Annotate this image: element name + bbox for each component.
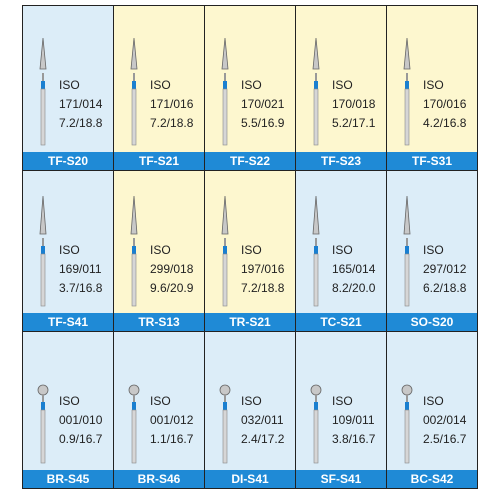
spec-code: 171/016 bbox=[150, 97, 194, 111]
bur-icon bbox=[128, 384, 140, 464]
bur-icon bbox=[130, 195, 138, 307]
spec-code: 170/021 bbox=[241, 97, 285, 111]
bur-icon bbox=[312, 37, 320, 146]
bur-icon bbox=[403, 37, 411, 146]
spec-iso: ISO bbox=[241, 243, 262, 257]
spec-code: 299/018 bbox=[150, 262, 194, 276]
spec-iso: ISO bbox=[150, 243, 171, 257]
spec-size: 7.2/18.8 bbox=[241, 281, 285, 295]
product-cell: ISO 299/018 9.6/20.9 TR-S13 bbox=[113, 170, 205, 332]
product-label: TR-S21 bbox=[205, 313, 295, 331]
spec-iso: ISO bbox=[332, 243, 353, 257]
spec-code: 001/010 bbox=[59, 413, 103, 427]
product-label: TF-S20 bbox=[23, 152, 113, 170]
spec-size: 6.2/18.8 bbox=[423, 281, 467, 295]
spec-size: 2.5/16.7 bbox=[423, 432, 467, 446]
product-label: SO-S20 bbox=[387, 313, 477, 331]
spec-iso: ISO bbox=[150, 394, 171, 408]
product-cell: ISO 171/016 7.2/18.8 TF-S21 bbox=[113, 5, 205, 171]
spec-size: 5.5/16.9 bbox=[241, 116, 285, 130]
spec-iso: ISO bbox=[59, 243, 80, 257]
bur-icon bbox=[401, 384, 413, 464]
spec-code: 165/014 bbox=[332, 262, 376, 276]
product-cell: ISO 002/014 2.5/16.7 BC-S42 bbox=[386, 331, 478, 489]
product-label: TF-S22 bbox=[205, 152, 295, 170]
spec-code: 001/012 bbox=[150, 413, 194, 427]
bur-icon bbox=[39, 195, 47, 307]
product-cell: ISO 297/012 6.2/18.8 SO-S20 bbox=[386, 170, 478, 332]
spec-size: 1.1/16.7 bbox=[150, 432, 194, 446]
product-label: TF-S41 bbox=[23, 313, 113, 331]
spec-size: 7.2/18.8 bbox=[59, 116, 103, 130]
spec-size: 9.6/20.9 bbox=[150, 281, 194, 295]
product-label: TR-S13 bbox=[114, 313, 204, 331]
spec-code: 171/014 bbox=[59, 97, 103, 111]
spec-size: 4.2/16.8 bbox=[423, 116, 467, 130]
spec-code: 169/011 bbox=[59, 262, 102, 276]
spec-iso: ISO bbox=[59, 78, 80, 92]
bur-icon bbox=[39, 37, 47, 146]
product-label: TF-S31 bbox=[387, 152, 477, 170]
spec-iso: ISO bbox=[332, 78, 353, 92]
spec-iso: ISO bbox=[332, 394, 353, 408]
bur-icon bbox=[130, 37, 138, 146]
product-cell: ISO 170/021 5.5/16.9 TF-S22 bbox=[204, 5, 296, 171]
spec-iso: ISO bbox=[423, 78, 444, 92]
spec-size: 3.8/16.7 bbox=[332, 432, 376, 446]
bur-icon bbox=[37, 384, 49, 464]
spec-size: 7.2/18.8 bbox=[150, 116, 194, 130]
spec-size: 5.2/17.1 bbox=[332, 116, 376, 130]
product-cell: ISO 197/016 7.2/18.8 TR-S21 bbox=[204, 170, 296, 332]
product-label: BR-S46 bbox=[114, 470, 204, 488]
spec-code: 002/014 bbox=[423, 413, 467, 427]
product-cell: ISO 001/012 1.1/16.7 BR-S46 bbox=[113, 331, 205, 489]
bur-icon bbox=[310, 384, 322, 464]
bur-icon bbox=[221, 195, 229, 307]
spec-size: 0.9/16.7 bbox=[59, 432, 103, 446]
spec-iso: ISO bbox=[423, 243, 444, 257]
product-label: BC-S42 bbox=[387, 470, 477, 488]
spec-code: 170/016 bbox=[423, 97, 467, 111]
product-cell: ISO 169/011 3.7/16.8 TF-S41 bbox=[22, 170, 114, 332]
spec-size: 3.7/16.8 bbox=[59, 281, 103, 295]
spec-code: 297/012 bbox=[423, 262, 467, 276]
spec-iso: ISO bbox=[150, 78, 171, 92]
spec-size: 2.4/17.2 bbox=[241, 432, 285, 446]
bur-icon bbox=[312, 195, 320, 307]
bur-icon bbox=[219, 384, 231, 464]
product-label: TC-S21 bbox=[296, 313, 386, 331]
product-label: TF-S23 bbox=[296, 152, 386, 170]
bur-icon bbox=[403, 195, 411, 307]
bur-icon bbox=[221, 37, 229, 146]
product-cell: ISO 165/014 8.2/20.0 TC-S21 bbox=[295, 170, 387, 332]
product-label: TF-S21 bbox=[114, 152, 204, 170]
product-cell: ISO 109/011 3.8/16.7 SF-S41 bbox=[295, 331, 387, 489]
product-cell: ISO 032/011 2.4/17.2 DI-S41 bbox=[204, 331, 296, 489]
spec-iso: ISO bbox=[241, 394, 262, 408]
spec-code: 197/016 bbox=[241, 262, 285, 276]
spec-iso: ISO bbox=[423, 394, 444, 408]
spec-iso: ISO bbox=[241, 78, 262, 92]
product-cell: ISO 170/018 5.2/17.1 TF-S23 bbox=[295, 5, 387, 171]
spec-code: 109/011 bbox=[332, 413, 375, 427]
product-cell: ISO 170/016 4.2/16.8 TF-S31 bbox=[386, 5, 478, 171]
spec-code: 032/011 bbox=[241, 413, 284, 427]
product-label: SF-S41 bbox=[296, 470, 386, 488]
spec-iso: ISO bbox=[59, 394, 80, 408]
product-cell: ISO 171/014 7.2/18.8 TF-S20 bbox=[22, 5, 114, 171]
product-label: BR-S45 bbox=[23, 470, 113, 488]
product-cell: ISO 001/010 0.9/16.7 BR-S45 bbox=[22, 331, 114, 489]
product-label: DI-S41 bbox=[205, 470, 295, 488]
spec-code: 170/018 bbox=[332, 97, 376, 111]
spec-size: 8.2/20.0 bbox=[332, 281, 376, 295]
